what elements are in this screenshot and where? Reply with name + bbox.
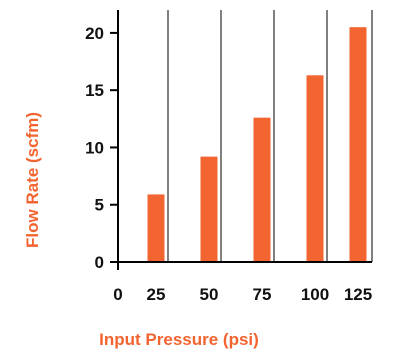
y-axis-title: Flow Rate (scfm): [23, 112, 42, 248]
bar-100: [306, 75, 324, 262]
y-tick-label-15: 15: [85, 81, 104, 100]
bar-125: [349, 27, 367, 262]
x-tick-label-25: 25: [147, 285, 166, 304]
x-tick-label-0: 0: [113, 285, 122, 304]
x-tick-label-75: 75: [253, 285, 272, 304]
bar-50: [200, 156, 218, 262]
x-tick-label-125: 125: [344, 285, 372, 304]
x-tick-label-50: 50: [200, 285, 219, 304]
axes: [110, 10, 372, 270]
y-tick-labels: 0 5 10 15 20: [85, 24, 118, 272]
y-tick-label-20: 20: [85, 24, 104, 43]
bar-75: [253, 117, 271, 262]
bars: [147, 27, 367, 262]
y-tick-label-0: 0: [95, 253, 104, 272]
y-tick-label-5: 5: [95, 196, 104, 215]
x-tick-labels: 0 25 50 75 100 125: [113, 285, 372, 304]
y-tick-label-10: 10: [85, 138, 104, 157]
x-axis-title: Input Pressure (psi): [99, 330, 259, 349]
x-tick-label-100: 100: [301, 285, 329, 304]
bar-25: [147, 194, 165, 262]
